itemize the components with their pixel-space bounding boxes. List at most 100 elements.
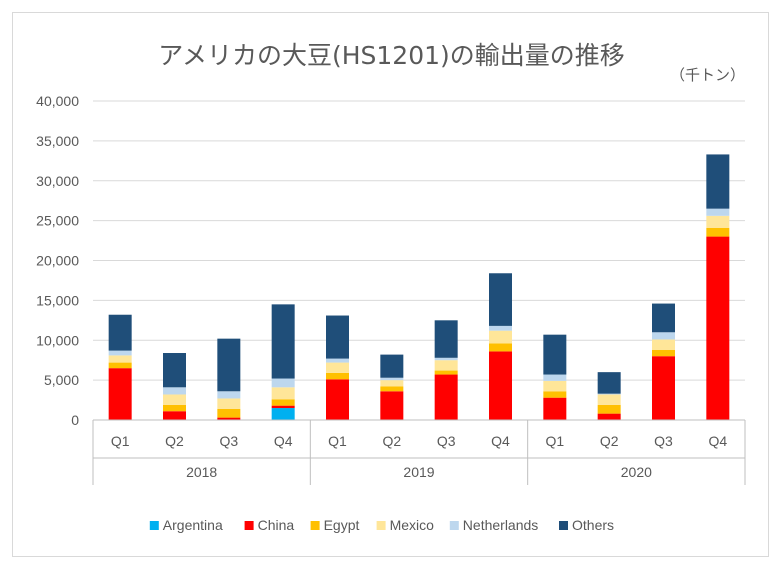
x-tick-label: Q2	[600, 433, 619, 449]
bar-segment-others	[597, 372, 621, 394]
bar-segment-china	[706, 236, 730, 420]
bar-segment-netherlands	[326, 358, 349, 363]
bar-segment-netherlands	[217, 391, 241, 399]
y-tick-label: 15,000	[36, 292, 79, 308]
chart-frame	[12, 12, 769, 557]
y-tick-label: 30,000	[36, 173, 79, 189]
legend-swatch-egypt	[310, 521, 320, 530]
bar-segment-china	[652, 356, 675, 420]
legend-label: Egypt	[324, 517, 360, 533]
x-tick-label: Q3	[219, 433, 238, 449]
legend-swatch-others	[559, 521, 568, 530]
bar-segment-argentina	[271, 408, 295, 420]
x-tick-label: Q3	[654, 433, 673, 449]
bar-segment-mexico	[434, 360, 458, 371]
bar-segment-netherlands	[597, 393, 621, 395]
x-tick-label: Q1	[328, 433, 347, 449]
bar-segment-china	[380, 391, 404, 420]
unit-label: （千トン）	[669, 66, 745, 84]
bar-segment-netherlands	[271, 378, 295, 388]
bar-segment-china	[489, 351, 512, 420]
bar-segment-mexico	[597, 394, 621, 405]
bar-segment-others	[108, 314, 132, 351]
bar-segment-china	[271, 405, 295, 409]
bar-segment-netherlands	[434, 357, 458, 361]
bar-segment-china	[108, 368, 132, 420]
bar-segment-mexico	[380, 380, 404, 387]
bar-segment-netherlands	[380, 377, 404, 381]
x-tick-label: Q4	[274, 433, 293, 449]
bar-segment-others	[543, 334, 567, 375]
bar-segment-others	[217, 338, 241, 392]
group-label: 2020	[621, 464, 652, 480]
bar-segment-china	[326, 379, 349, 420]
bar-segment-netherlands	[652, 332, 675, 340]
bar-segment-others	[489, 273, 512, 326]
y-tick-label: 25,000	[36, 213, 79, 229]
bar-segment-china	[163, 411, 186, 420]
bar-segment-others	[271, 304, 295, 379]
legend-swatch-china	[244, 521, 254, 530]
group-label: 2019	[403, 464, 434, 480]
y-tick-label: 20,000	[36, 253, 79, 269]
bar-segment-netherlands	[706, 208, 730, 216]
bar-segment-others	[380, 354, 404, 378]
y-tick-label: 35,000	[36, 133, 79, 149]
bar-segment-china	[543, 397, 567, 420]
legend-label: Mexico	[390, 517, 435, 533]
bar-segment-mexico	[706, 215, 730, 228]
legend-label: Netherlands	[463, 517, 539, 533]
bar-segment-china	[434, 374, 458, 420]
bar-segment-netherlands	[108, 350, 132, 356]
bar-segment-egypt	[326, 372, 349, 380]
x-tick-label: Q2	[382, 433, 401, 449]
bar-segment-egypt	[380, 386, 404, 392]
bar-segment-netherlands	[163, 387, 186, 395]
bar-segment-egypt	[163, 404, 186, 412]
bar-segment-mexico	[217, 398, 241, 409]
bar-segment-others	[326, 315, 349, 359]
bar-segment-mexico	[652, 339, 675, 350]
bars	[108, 154, 730, 420]
bar-segment-others	[163, 353, 186, 388]
legend-label: Others	[572, 517, 614, 533]
bar-segment-mexico	[326, 362, 349, 373]
gridlines	[93, 100, 745, 381]
bar-segment-egypt	[597, 404, 621, 414]
group-label: 2018	[186, 464, 217, 480]
bar-segment-mexico	[163, 394, 186, 405]
bar-segment-mexico	[489, 330, 512, 344]
y-tick-label: 40,000	[36, 93, 79, 109]
bar-segment-egypt	[271, 399, 295, 406]
bar-segment-netherlands	[543, 374, 567, 381]
x-tick-label: Q1	[545, 433, 564, 449]
bar-segment-mexico	[271, 387, 295, 400]
bar-segment-others	[434, 320, 458, 358]
legend-swatch-netherlands	[449, 521, 459, 530]
legend-label: China	[258, 517, 295, 533]
bar-segment-egypt	[489, 343, 512, 352]
x-tick-label: Q4	[708, 433, 727, 449]
x-tick-label: Q4	[491, 433, 510, 449]
bar-segment-china	[597, 413, 621, 420]
x-tick-label: Q2	[165, 433, 184, 449]
bar-segment-china	[217, 417, 241, 420]
y-tick-label: 0	[71, 412, 79, 428]
bar-segment-egypt	[108, 362, 132, 369]
bar-segment-egypt	[706, 227, 730, 237]
axes: 0 5,000 10,000 15,000 20,000 25,000 30,000 35,0…	[36, 93, 746, 485]
y-tick-label: 5,000	[44, 372, 79, 388]
bar-segment-others	[652, 303, 675, 333]
legend-swatch-argentina	[149, 521, 159, 530]
legend: Argentina China Egypt Mexico Netherlands Othe…	[149, 517, 614, 533]
legend-label: Argentina	[163, 517, 223, 533]
legend-swatch-mexico	[376, 521, 386, 530]
bar-segment-egypt	[652, 349, 675, 357]
bar-segment-egypt	[434, 370, 458, 375]
bar-segment-mexico	[543, 380, 567, 392]
x-tick-label: Q1	[111, 433, 130, 449]
chart-title: アメリカの大豆(HS1201)の輸出量の推移	[158, 41, 625, 70]
bar-segment-egypt	[543, 391, 567, 398]
x-tick-label: Q3	[437, 433, 456, 449]
